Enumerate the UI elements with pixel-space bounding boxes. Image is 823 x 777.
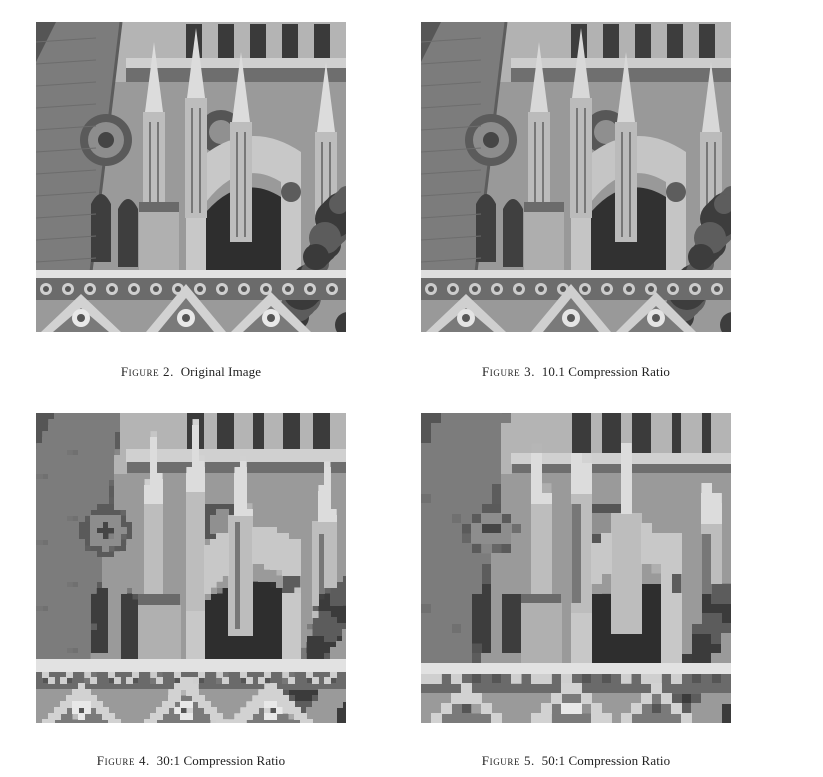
figure-2-original-image — [36, 22, 346, 332]
figure-5-caption: Figure 5. 50:1 Compression Ratio — [421, 753, 731, 769]
figure-label: Figure 5. — [481, 753, 535, 768]
figure-label: Figure 4. — [96, 753, 150, 768]
figure-3-caption: Figure 3. 10.1 Compression Ratio — [421, 364, 731, 380]
figure-caption-text: 10.1 Compression Ratio — [541, 364, 671, 379]
architecture-photo — [421, 22, 731, 332]
architecture-photo — [36, 22, 346, 332]
figure-3-compressed-10-1-image — [421, 22, 731, 332]
figure-caption-text: Original Image — [180, 364, 262, 379]
figure-4-compressed-30-1-image — [36, 413, 346, 723]
figure-4-caption: Figure 4. 30:1 Compression Ratio — [36, 753, 346, 769]
figure-label: Figure 3. — [481, 364, 536, 379]
figure-caption-text: 30:1 Compression Ratio — [156, 753, 286, 768]
figure-label: Figure 2. — [120, 364, 174, 379]
figure-caption-text: 50:1 Compression Ratio — [541, 753, 671, 768]
figure-5-compressed-50-1-image — [421, 413, 731, 723]
architecture-photo — [36, 413, 346, 723]
architecture-photo — [421, 413, 731, 723]
figure-2-caption: Figure 2. Original Image — [36, 364, 346, 380]
